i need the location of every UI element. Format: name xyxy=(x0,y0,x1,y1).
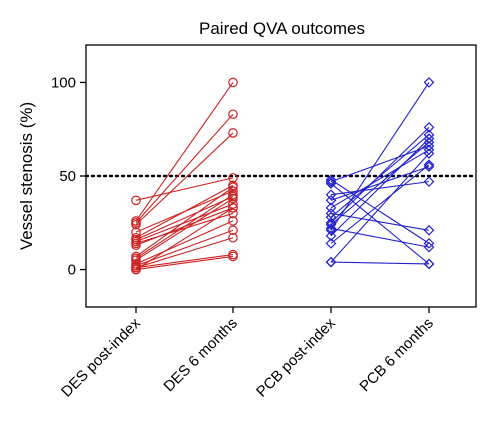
paired-line xyxy=(330,138,430,237)
data-point xyxy=(131,264,141,275)
paired-line xyxy=(330,183,430,265)
data-point xyxy=(228,199,238,209)
series-pcb xyxy=(325,77,435,270)
paired-line xyxy=(330,261,430,265)
paired-line xyxy=(330,149,430,209)
x-tick-label: DES post-index xyxy=(58,314,144,400)
data-point xyxy=(228,77,238,88)
data-point xyxy=(423,77,435,88)
data-point xyxy=(131,227,141,237)
paired-line xyxy=(135,113,234,224)
paired-line xyxy=(330,82,430,231)
data-point xyxy=(228,182,238,193)
paired-line xyxy=(135,177,234,201)
data-point xyxy=(131,195,141,206)
paired-line xyxy=(330,164,430,244)
data-point xyxy=(423,238,435,249)
chart-title: Paired QVA outcomes xyxy=(199,19,365,38)
data-point xyxy=(423,121,435,133)
data-point xyxy=(423,159,435,171)
data-point xyxy=(423,133,435,144)
data-point xyxy=(228,128,238,138)
paired-line xyxy=(135,194,234,259)
paired-line xyxy=(135,197,234,261)
y-axis: 0 50 100 xyxy=(51,74,86,279)
data-point xyxy=(131,240,141,251)
paired-line xyxy=(330,227,430,248)
y-tick-label: 100 xyxy=(51,74,76,91)
data-point xyxy=(228,193,238,204)
data-point xyxy=(228,109,238,120)
paired-line xyxy=(135,254,234,269)
x-axis: DES post-index DES 6 months PCB post-index… xyxy=(58,307,437,401)
data-point xyxy=(228,216,238,226)
paired-line xyxy=(330,181,430,196)
data-point xyxy=(228,186,238,196)
data-point xyxy=(325,224,337,236)
data-point xyxy=(228,225,238,236)
paired-line xyxy=(330,141,430,226)
paired-line xyxy=(135,184,234,239)
paired-line xyxy=(135,203,234,243)
paired-line xyxy=(135,186,234,257)
data-point xyxy=(325,238,337,249)
series-layer xyxy=(131,77,435,275)
data-point xyxy=(325,211,337,223)
data-point xyxy=(228,173,238,183)
paired-line xyxy=(330,153,430,263)
paired-line xyxy=(135,220,234,265)
data-point xyxy=(325,223,337,234)
paired-line xyxy=(135,82,234,222)
data-point xyxy=(423,176,435,187)
data-point xyxy=(228,251,238,262)
data-point xyxy=(423,161,435,172)
y-tick-label: 50 xyxy=(59,168,76,185)
data-point xyxy=(131,255,141,266)
data-point xyxy=(325,194,337,206)
data-point xyxy=(131,219,141,230)
data-point xyxy=(228,208,238,219)
data-point xyxy=(423,241,435,253)
paired-line xyxy=(135,237,234,269)
x-tick-label: PCB post-index xyxy=(253,314,339,400)
paired-line xyxy=(330,212,430,231)
data-point xyxy=(423,148,435,159)
paired-line xyxy=(330,126,430,224)
paired-line xyxy=(330,134,430,218)
data-point xyxy=(423,144,435,156)
paired-line xyxy=(330,145,430,183)
paired-line xyxy=(330,179,430,244)
paired-line xyxy=(135,132,234,226)
data-point xyxy=(325,174,337,186)
data-point xyxy=(423,258,435,270)
data-point xyxy=(325,217,337,229)
paired-line xyxy=(135,255,234,271)
y-tick-label: 0 xyxy=(68,262,76,279)
data-point xyxy=(325,256,337,268)
paired-line xyxy=(135,196,234,241)
y-axis-label: Vessel stenosis (%) xyxy=(17,102,36,250)
data-point xyxy=(228,232,238,243)
paired-line xyxy=(135,207,234,271)
data-point xyxy=(228,189,238,200)
data-point xyxy=(423,129,435,141)
data-point xyxy=(325,178,337,189)
data-point xyxy=(325,176,337,187)
x-tick-label: PCB 6 months xyxy=(356,315,436,395)
series-des xyxy=(131,77,238,275)
data-point xyxy=(325,219,337,231)
data-point xyxy=(325,230,337,242)
x-tick-label: DES 6 months xyxy=(160,315,240,395)
data-point xyxy=(228,203,238,213)
data-point xyxy=(325,189,337,201)
data-point xyxy=(423,224,435,236)
